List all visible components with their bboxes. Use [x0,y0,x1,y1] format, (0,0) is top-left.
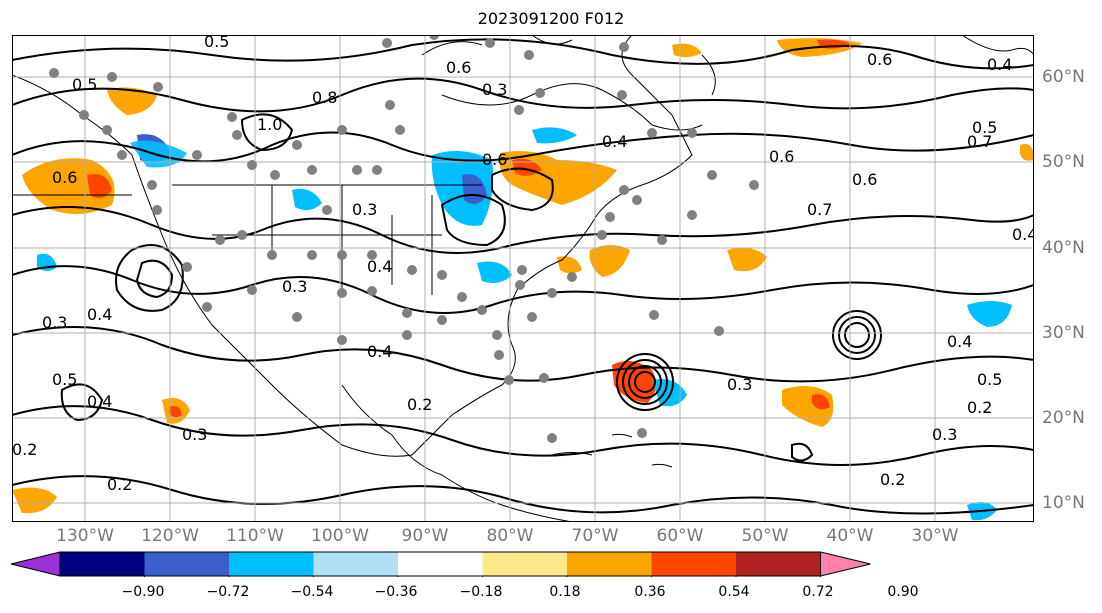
contour-label: 0.4 [367,257,392,276]
colorbar-tick-label: 0.36 [634,584,666,600]
lon-label: 70°W [571,526,619,546]
colorbar-tick-label: 0.54 [718,584,750,600]
lat-label: 40°N [1042,238,1085,258]
contour-label: 0.4 [987,55,1012,74]
contour-label: 0.5 [52,370,77,389]
colorbar-cell [398,552,483,576]
contour-lines [12,38,1034,515]
contour-label: 0.2 [407,395,432,414]
colorbar-tick-label: 0.90 [887,584,919,600]
contour-label: 0.3 [932,425,957,444]
contour-label: 0.6 [867,50,892,69]
contour-label: 0.7 [807,200,832,219]
lon-label: 120°W [141,526,199,546]
contour-label: 0.4 [947,332,972,351]
lon-label: 110°W [226,526,284,546]
coastlines [12,35,1034,522]
contour-label: 0.2 [12,440,37,459]
contour-label: 0.3 [182,425,207,444]
contour-label: 0.2 [107,475,132,494]
map-plot: 0.5 0.6 0.5 0.6 0.4 0.3 0.6 0.8 1.0 0.6 … [12,35,1034,522]
contour-label: 0.7 [967,132,992,151]
lon-label: 30°W [911,526,959,546]
colorbar-tick-label: −0.72 [206,584,250,600]
colorbar-tick-label: −0.18 [459,584,503,600]
contour-label: 0.5 [977,370,1002,389]
map-title: 2023091200 F012 [477,9,625,28]
contour-label: 0.2 [880,470,905,489]
contour-label: 0.4 [87,392,112,411]
lon-label: 100°W [311,526,369,546]
lat-label: 50°N [1042,152,1085,172]
contour-label: 0.6 [482,150,507,169]
lat-label: 30°N [1042,323,1085,343]
colorbar-cell [567,552,652,576]
colorbar-tick-label: 0.72 [802,584,834,600]
lon-label: 90°W [401,526,449,546]
colorbar-extend-high [820,551,871,577]
colorbar-cell [482,552,567,576]
colorbar-cell [229,552,314,576]
colorbar [10,551,871,577]
lat-label: 20°N [1042,408,1085,428]
contour-label: 0.3 [727,375,752,394]
lon-label: 50°W [741,526,789,546]
colorbar-extend-low [10,551,61,577]
contour-label: 0.3 [282,277,307,296]
contour-label: 0.4 [367,342,392,361]
contour-label: 0.4 [1012,225,1034,244]
contour-label: 0.6 [769,147,794,166]
lon-label: 40°W [826,526,874,546]
colorbar-cell [736,552,821,576]
colorbar-tick-label: −0.36 [374,584,418,600]
contour-label: 0.3 [482,80,507,99]
contour-label: 0.8 [312,88,337,107]
station-markers [49,35,759,443]
contour-label: 0.4 [87,305,112,324]
contour-label: 0.6 [446,58,471,77]
lon-label: 60°W [656,526,704,546]
colorbar-tick-label: 0.18 [549,584,581,600]
map-frame [12,35,1034,522]
contour-label: 0.6 [52,168,77,187]
lon-label: 80°W [486,526,534,546]
contour-label: 0.5 [204,35,229,51]
lon-label: 130°W [56,526,114,546]
contour-label: 0.2 [967,398,992,417]
contour-label: 0.4 [602,132,627,151]
contour-label: 0.3 [352,200,377,219]
colorbar-cell [144,552,229,576]
contour-label: 0.6 [852,170,877,189]
lat-label: 10°N [1042,493,1085,513]
contour-label-group: 0.5 0.6 0.5 0.6 0.4 0.3 0.6 0.8 1.0 0.6 … [12,35,1034,494]
contour-label: 0.5 [72,75,97,94]
colorbar-tick-label: −0.54 [290,584,334,600]
contour-label: 0.3 [42,313,67,332]
colorbar-cell [60,552,145,576]
colorbar-cell [651,552,736,576]
colorbar-tick-label: −0.90 [121,584,165,600]
contour-label: 1.0 [257,115,282,134]
contour-label: 0.5 [972,118,997,137]
colorbar-cell [313,552,398,576]
colorbar-outline [59,551,821,577]
gridlines [12,35,1034,522]
lat-label: 60°N [1042,67,1085,87]
